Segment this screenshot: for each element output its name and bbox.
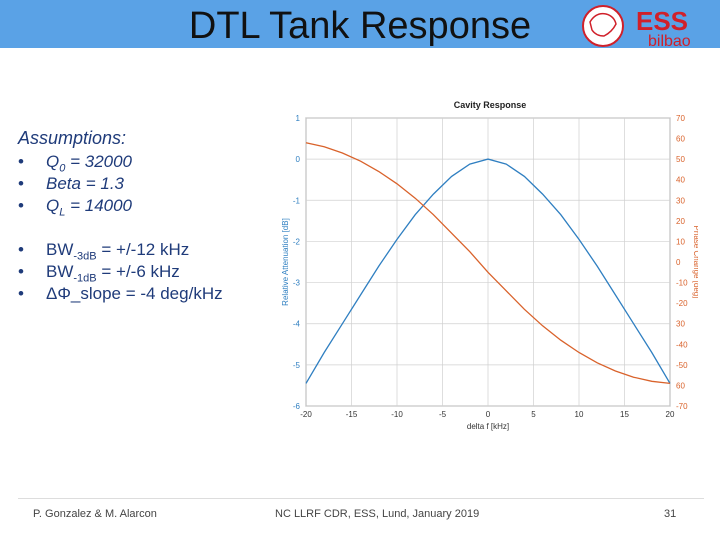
x-tick-label: 20	[666, 410, 675, 419]
y-left-axis-label: Relative Attenuation [dB]	[281, 218, 290, 306]
x-tick-label: 15	[620, 410, 629, 419]
y-left-tick-label: -2	[293, 237, 301, 246]
logo-text: ESS	[636, 6, 688, 36]
assumptions-panel: Assumptions: Q0 = 32000 Beta = 1.3 QL = …	[18, 128, 268, 305]
assumption-item: Beta = 1.3	[18, 173, 268, 195]
footer-divider	[18, 498, 704, 499]
y-left-tick-label: -1	[293, 196, 301, 205]
y-right-tick-label: 60	[676, 135, 685, 144]
y-right-tick-label: -70	[676, 402, 688, 411]
phase-series-line	[305, 142, 671, 385]
x-tick-label: -5	[439, 410, 447, 419]
assumptions-heading: Assumptions:	[18, 128, 127, 148]
assumption-item: ΔΦ_slope = -4 deg/kHz	[18, 283, 268, 305]
footer-event: NC LLRF CDR, ESS, Lund, January 2019	[275, 508, 480, 520]
europe-map-icon	[582, 5, 624, 47]
assumption-item: BW-3dB = +/-12 kHz	[18, 239, 268, 262]
y-left-tick-label: 1	[296, 114, 301, 123]
y-right-tick-label: 10	[676, 237, 685, 246]
attenuation-series-line	[305, 158, 671, 384]
x-tick-label: -15	[346, 410, 358, 419]
y-left-tick-label: -3	[293, 279, 301, 288]
assumption-item: BW-1dB = +/-6 kHz	[18, 261, 268, 284]
y-right-tick-label: 50	[676, 155, 685, 164]
y-right-tick-label: 40	[676, 176, 685, 185]
x-tick-label: 5	[531, 410, 536, 419]
y-right-tick-label: -40	[676, 340, 688, 349]
y-right-tick-label: 60	[676, 381, 685, 390]
footer-authors: P. Gonzalez & M. Alarcon	[33, 508, 157, 520]
cavity-response-chart: -20 -15 -10 -5 0 5 10 15 2010-1-2-3-4-5-67060504…	[281, 100, 698, 431]
y-right-tick-label: 30	[676, 320, 685, 329]
chart-title: Cavity Response	[454, 100, 527, 110]
assumptions-list: Q0 = 32000 Beta = 1.3 QL = 14000 BW-3dB …	[18, 151, 268, 305]
y-left-tick-label: -4	[293, 320, 301, 329]
y-right-tick-label: 0	[676, 258, 681, 267]
y-left-tick-label: 0	[296, 155, 301, 164]
ess-bilbao-logo: ESS bilbao	[582, 5, 691, 50]
y-left-tick-label: -6	[293, 402, 301, 411]
logo-subtext: bilbao	[648, 33, 691, 50]
y-right-tick-label: 20	[676, 217, 685, 226]
slide-title: DTL Tank Response	[188, 5, 532, 47]
y-right-axis-label: Phase Change [deg]	[692, 226, 698, 299]
x-tick-label: 0	[486, 410, 491, 419]
x-tick-label: -10	[391, 410, 403, 419]
x-axis-label: delta f [kHz]	[467, 422, 509, 431]
x-tick-label: -20	[300, 410, 312, 419]
assumption-item: Q0 = 32000	[18, 151, 268, 174]
europe-map-shape	[589, 12, 617, 37]
assumption-item: QL = 14000	[18, 195, 268, 218]
y-right-tick-label: -10	[676, 279, 688, 288]
page-number: 31	[664, 508, 677, 520]
y-left-tick-label: -5	[293, 361, 301, 370]
x-tick-label: 10	[575, 410, 584, 419]
y-right-tick-label: 70	[676, 114, 685, 123]
y-right-tick-label: 30	[676, 196, 685, 205]
y-right-tick-label: -50	[676, 361, 688, 370]
y-right-tick-label: -20	[676, 299, 688, 308]
